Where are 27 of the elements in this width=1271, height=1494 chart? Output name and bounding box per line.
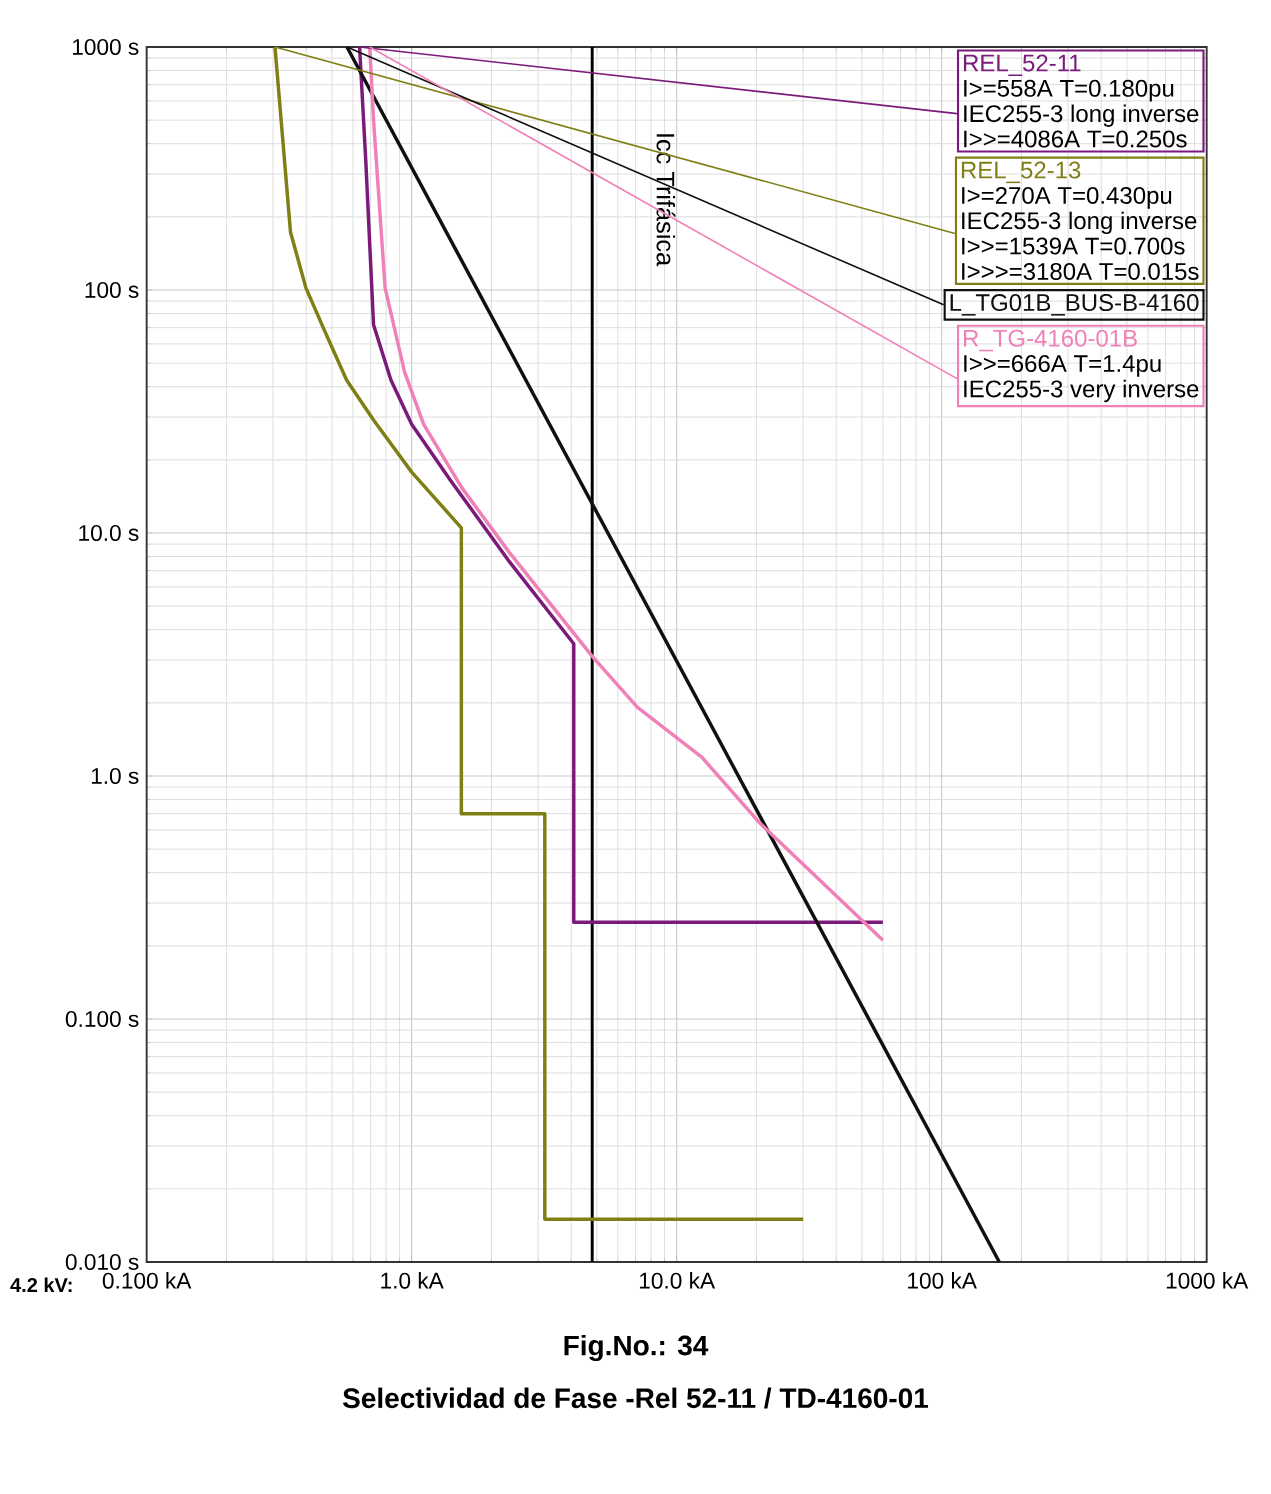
annotation: I>=558A T=0.180pu — [964, 79, 1174, 102]
text: REL_52-11 — [963, 54, 1081, 77]
x-tick-label: 1000 kA — [1166, 1272, 1249, 1289]
annotation: I>>=666A T=1.4pu — [964, 355, 1161, 377]
text: L_TG01B_BUS-B-4160 — [950, 294, 1199, 316]
text: REL_52-13 — [961, 161, 1081, 184]
annotation: I>=270A T=0.430pu — [962, 186, 1172, 209]
y-tick-label: 100 s — [85, 281, 139, 299]
y-tick-label: 0.010 s — [65, 1253, 139, 1271]
y-tick-label: 1.0 s — [91, 767, 139, 785]
y-tick-label: 10.0 s — [79, 524, 139, 542]
x-axis-title: 4.2 kV: — [10, 1277, 72, 1292]
x-tick-label: 100 kA — [908, 1272, 977, 1289]
annotation: IEC255-3 long inverse — [962, 211, 1197, 235]
text: R_TG-4160-01B — [964, 329, 1137, 352]
text: Fig.No.: 34 — [564, 1334, 709, 1362]
annotation: IEC255-3 very inverse — [964, 379, 1199, 403]
annotation: IEC255-3 long inverse — [964, 104, 1199, 127]
annotation: I>>>=3180A T=0.015s — [962, 262, 1199, 280]
x-tick-label: 0.100 kA — [102, 1272, 192, 1289]
x-tick-label: 1.0 kA — [381, 1272, 444, 1289]
annotation: I>>=1539A T=0.700s — [962, 237, 1185, 255]
annotation: I>>=4086A T=0.250s — [964, 130, 1187, 148]
text: Selectividad de Fase -Rel 52-11 / TD-4160-01 — [342, 1387, 929, 1409]
y-tick-label: 0.100 s — [65, 1010, 139, 1028]
y-tick-label: 1000 s — [72, 38, 139, 56]
x-tick-label: 10.0 kA — [639, 1272, 716, 1289]
